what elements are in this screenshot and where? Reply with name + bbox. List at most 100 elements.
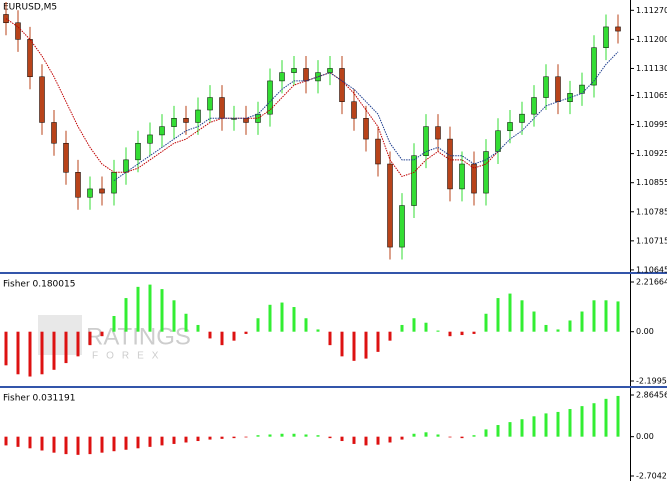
candle-body <box>471 163 477 194</box>
histogram-bar <box>424 322 428 332</box>
histogram-bar <box>232 436 236 439</box>
histogram-bar <box>112 315 116 332</box>
candle-body <box>615 26 621 32</box>
candle-body <box>375 138 381 165</box>
candle-body <box>75 172 81 198</box>
candle-body <box>399 205 405 248</box>
histogram-bar <box>172 300 176 332</box>
histogram-bar <box>208 331 212 339</box>
histogram-bar <box>16 436 20 447</box>
histogram-bar <box>244 436 248 438</box>
histogram-bar <box>604 300 608 332</box>
candle-body <box>543 76 549 98</box>
histogram-bar <box>460 436 464 439</box>
histogram-bar <box>496 425 500 437</box>
histogram-bar <box>616 301 620 332</box>
candle-body <box>435 126 441 140</box>
histogram-bar <box>424 432 428 437</box>
histogram-bar <box>292 433 296 437</box>
histogram-bar <box>172 436 176 444</box>
candle-body <box>507 122 513 132</box>
histogram-bar <box>556 411 560 437</box>
histogram-bar <box>52 331 56 370</box>
candle-body <box>39 76 45 123</box>
histogram-bar <box>616 395 620 437</box>
histogram-bar <box>304 434 308 437</box>
candle-body <box>171 118 177 127</box>
candle-body <box>3 14 9 24</box>
histogram-bar <box>4 331 8 366</box>
histogram-bar <box>484 313 488 332</box>
candle-body <box>411 155 417 206</box>
moving-average <box>5 18 499 178</box>
histogram-bar <box>148 436 152 447</box>
y-tick-label: 1.10715 <box>636 236 667 245</box>
histogram-bar <box>448 331 452 337</box>
candle-body <box>459 163 465 190</box>
histogram-bar <box>88 436 92 455</box>
histogram-bar <box>496 298 500 332</box>
histogram-bar <box>376 436 380 445</box>
histogram-bar <box>196 324 200 332</box>
histogram-bar <box>340 331 344 357</box>
histogram-bar <box>160 289 164 332</box>
candle-body <box>339 68 345 102</box>
histogram-bar <box>4 436 8 446</box>
histogram-bar <box>268 304 272 332</box>
histogram-bar <box>292 307 296 332</box>
y-tick-label: 2.86456 <box>636 391 667 400</box>
histogram-bar <box>28 331 32 377</box>
histogram-bar <box>124 298 128 332</box>
histogram-bar <box>520 419 524 437</box>
candle-body <box>555 76 561 102</box>
y-tick-label: 1.10785 <box>636 207 667 216</box>
candle-body <box>99 188 105 194</box>
candle-body <box>291 68 297 73</box>
candle-body <box>87 188 93 198</box>
histogram-bar <box>376 331 380 352</box>
candle-body <box>159 126 165 136</box>
y-tick-label: 0.00 <box>636 327 654 336</box>
candle-body <box>219 97 225 119</box>
histogram-bar <box>328 331 332 346</box>
y-tick-label: 1.10645 <box>636 265 667 274</box>
candle-body <box>135 142 141 161</box>
histogram-bar <box>592 403 596 437</box>
histogram-bar <box>340 436 344 442</box>
histogram-bar <box>472 435 476 437</box>
histogram-bar <box>352 436 356 444</box>
candle-body <box>123 159 129 173</box>
candle-body <box>447 138 453 190</box>
histogram-bar <box>148 284 152 332</box>
candle-body <box>147 134 153 144</box>
histogram-bar <box>160 436 164 446</box>
histogram-bar <box>544 413 548 437</box>
histogram-bar <box>136 286 140 332</box>
histogram-bar <box>316 329 320 332</box>
y-tick-label: 1.11270 <box>636 6 667 15</box>
y-tick-label: 0.00 <box>636 432 654 441</box>
y-tick-label: -2.704286 <box>636 472 667 481</box>
histogram-bar <box>52 436 56 453</box>
histogram-bar <box>232 331 236 341</box>
y-tick-label: 1.10855 <box>636 178 667 187</box>
watermark-subtitle: FOREX <box>92 351 166 362</box>
histogram-bar <box>508 293 512 332</box>
histogram-bar <box>580 406 584 437</box>
histogram-bar <box>448 436 452 438</box>
histogram-bar <box>472 331 476 334</box>
candle-body <box>315 72 321 82</box>
histogram-bar <box>388 436 392 443</box>
panel-title: Fisher 0.031191 <box>3 394 75 404</box>
histogram-bar <box>508 422 512 437</box>
histogram-bar <box>256 318 260 332</box>
histogram-bar <box>244 331 248 334</box>
candle-body <box>243 118 249 123</box>
candle-body <box>327 68 333 73</box>
histogram-bar <box>256 435 260 437</box>
histogram-bar <box>280 433 284 437</box>
histogram-bar <box>16 331 20 375</box>
histogram-bar <box>568 320 572 332</box>
candle-body <box>423 126 429 156</box>
